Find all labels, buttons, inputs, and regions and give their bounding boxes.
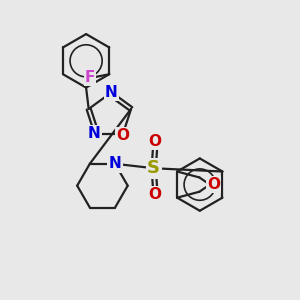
Text: F: F (85, 70, 95, 85)
Text: O: O (149, 134, 162, 149)
Text: N: N (105, 85, 118, 100)
Text: S: S (147, 159, 160, 177)
Text: O: O (149, 188, 162, 202)
Text: O: O (207, 177, 220, 192)
Text: N: N (109, 156, 122, 171)
Text: O: O (116, 128, 130, 143)
Text: N: N (88, 126, 101, 141)
